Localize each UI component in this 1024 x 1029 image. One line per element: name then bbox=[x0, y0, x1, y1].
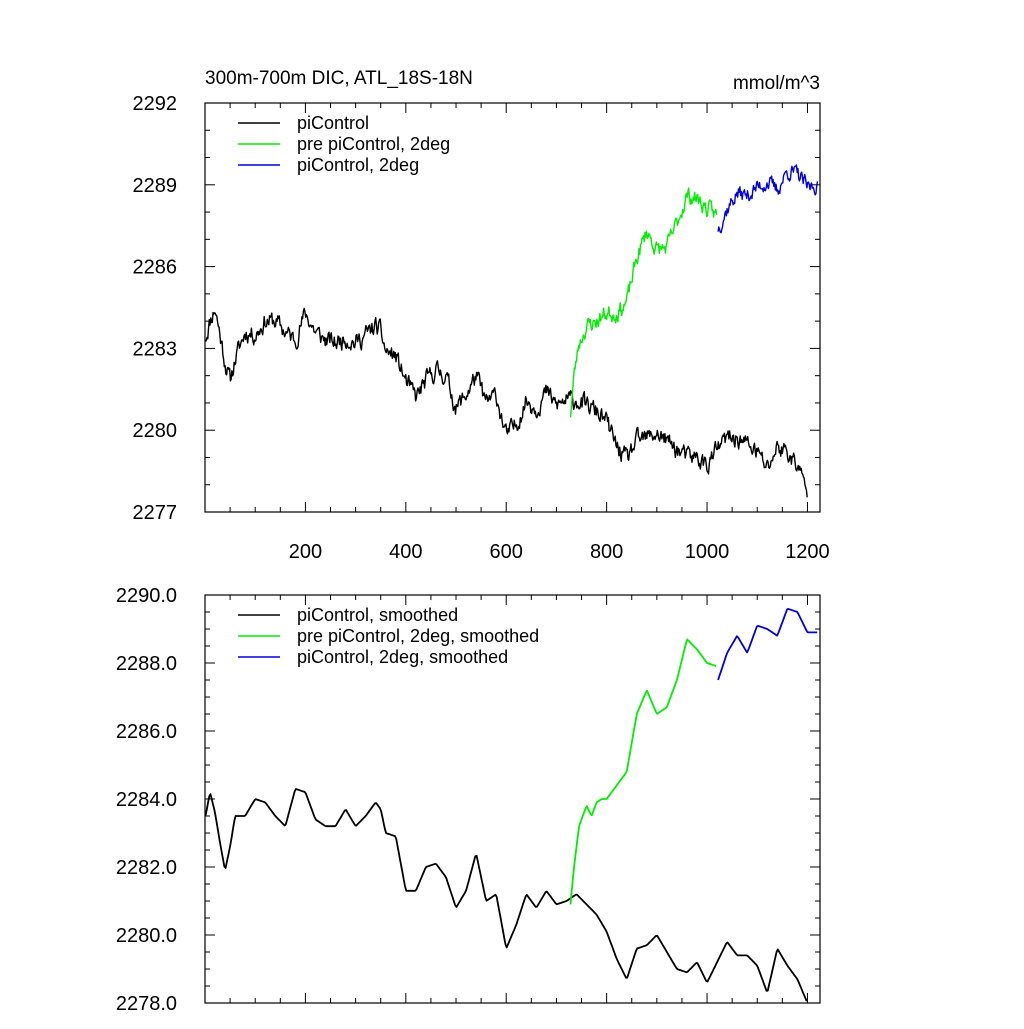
plot-frame bbox=[204, 102, 821, 513]
legend-label-1: piControl, smoothed bbox=[297, 605, 458, 625]
legend-label-2: pre piControl, 2deg bbox=[297, 134, 450, 154]
x-tick-label: 1200 bbox=[785, 541, 830, 563]
chart-title: 300m-700m DIC, ATL_18S-18N bbox=[205, 68, 473, 89]
legend-label-3: piControl, 2deg bbox=[297, 155, 419, 175]
y-tick-label: 2282.0 bbox=[116, 857, 177, 879]
y-tick-label: 2280 bbox=[133, 420, 178, 442]
chart-units: mmol/m^3 bbox=[733, 73, 820, 94]
series-line-1 bbox=[205, 788, 808, 1002]
y-tick-label: 2286 bbox=[133, 257, 178, 279]
series-line-1 bbox=[205, 307, 808, 498]
legend-label-3: piControl, 2deg, smoothed bbox=[297, 647, 508, 667]
legend-label-1: piControl bbox=[297, 113, 369, 133]
x-tick-label: 600 bbox=[490, 541, 523, 563]
series-line-3 bbox=[717, 164, 819, 234]
chart-panel-1: 200 400 600 800 1000 1200 2277 2280 2283 2286 2289… bbox=[133, 68, 830, 563]
y-tick-label: 2284.0 bbox=[116, 789, 177, 811]
y-tick-label: 2278.0 bbox=[116, 993, 177, 1015]
x-tick-label: 1000 bbox=[685, 541, 730, 563]
y-tick-label: 2288.0 bbox=[116, 653, 177, 675]
x-tick-label: 200 bbox=[289, 541, 322, 563]
legend-label-2: pre piControl, 2deg, smoothed bbox=[297, 626, 539, 646]
y-tick-label: 2289 bbox=[133, 175, 178, 197]
series-line-2 bbox=[569, 638, 717, 905]
x-tick-label: 800 bbox=[590, 541, 623, 563]
chart-panel-2: 2278.0 2280.0 2282.0 2284.0 2286.0 2288.0 2290… bbox=[116, 585, 821, 1015]
x-tick-label: 400 bbox=[389, 541, 422, 563]
y-tick-label: 2277 bbox=[133, 502, 178, 524]
y-tick-label: 2283 bbox=[133, 338, 178, 360]
series-line-2 bbox=[569, 187, 718, 418]
y-tick-label: 2292 bbox=[133, 93, 178, 115]
series-line-3 bbox=[717, 608, 818, 681]
y-tick-label: 2290.0 bbox=[116, 585, 177, 607]
y-tick-label: 2280.0 bbox=[116, 925, 177, 947]
y-tick-label: 2286.0 bbox=[116, 721, 177, 743]
